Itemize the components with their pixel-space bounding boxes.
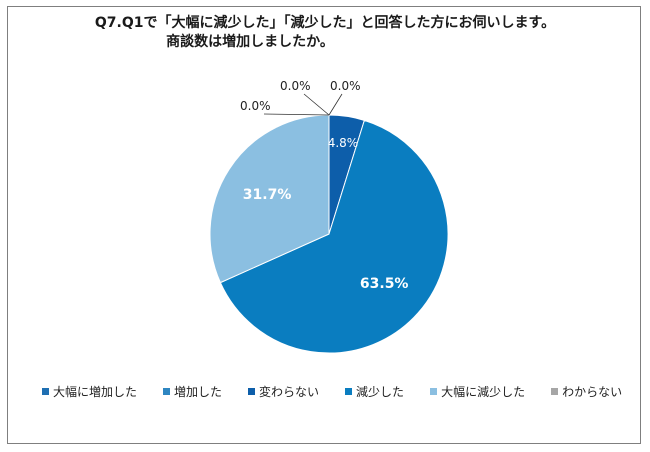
data-label-0: 0.0% bbox=[280, 79, 311, 93]
data-label-2: 4.8% bbox=[328, 136, 359, 150]
legend-label-1: 増加した bbox=[174, 385, 223, 399]
legend-swatch-1 bbox=[163, 388, 171, 395]
legend-item-1: 増加した bbox=[163, 383, 222, 400]
legend-item-5: わからない bbox=[551, 383, 622, 400]
leader-line-1 bbox=[328, 93, 343, 116]
data-label-5: 0.0% bbox=[240, 99, 271, 113]
chart-legend: 大幅に増加した 増加した 変わらない 減少した 大幅に減少した わからない bbox=[42, 383, 632, 400]
leader-line-5 bbox=[263, 113, 330, 116]
data-label-4: 31.7% bbox=[243, 187, 292, 203]
chart-title-line2: 商談数は増加しましたか。 bbox=[166, 34, 334, 50]
pie-slice-3 bbox=[219, 119, 449, 354]
data-label-1: 0.0% bbox=[330, 79, 361, 93]
legend-swatch-4 bbox=[430, 388, 438, 395]
legend-swatch-0 bbox=[42, 388, 49, 395]
legend-item-0: 大幅に増加した bbox=[42, 383, 137, 400]
chart-title: Q7.Q1で「大幅に減少した」「減少した」と回答した方にお伺いします。 商談数は… bbox=[0, 14, 650, 52]
legend-item-4: 大幅に減少した bbox=[430, 383, 525, 400]
legend-label-2: 変わらない bbox=[259, 385, 320, 399]
legend-label-0: 大幅に増加した bbox=[53, 385, 138, 399]
legend-item-3: 減少した bbox=[345, 383, 404, 400]
legend-swatch-5 bbox=[551, 388, 559, 395]
data-label-3: 63.5% bbox=[360, 276, 409, 292]
legend-swatch-2 bbox=[248, 388, 256, 395]
chart-title-line1: Q7.Q1で「大幅に減少した」「減少した」と回答した方にお伺いします。 bbox=[94, 15, 556, 31]
legend-label-4: 大幅に減少した bbox=[441, 385, 526, 399]
legend-swatch-3 bbox=[345, 388, 353, 395]
legend-label-3: 減少した bbox=[356, 385, 405, 399]
legend-item-2: 変わらない bbox=[248, 383, 319, 400]
leader-line-0 bbox=[303, 93, 330, 116]
pie-slice-4 bbox=[209, 114, 330, 284]
legend-label-5: わからない bbox=[562, 385, 623, 399]
